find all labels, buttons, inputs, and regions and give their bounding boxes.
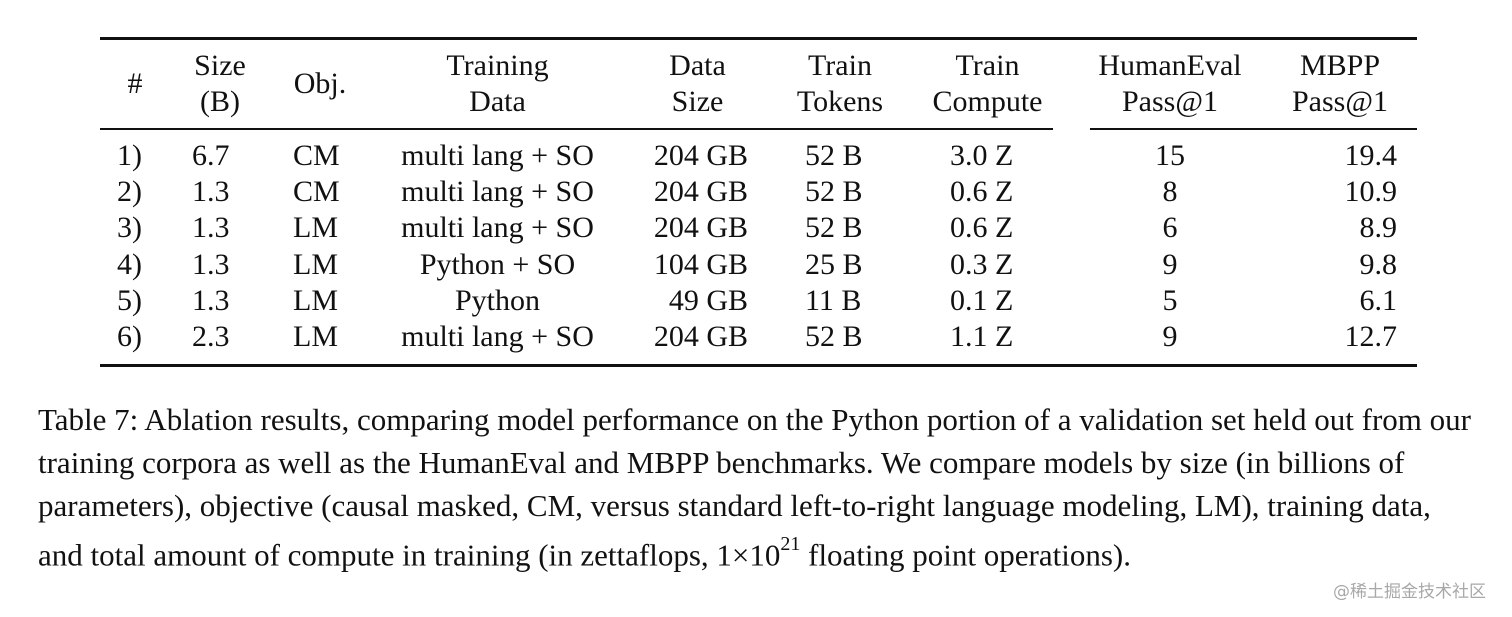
cell-mbpp-pass1: 8.9 bbox=[1359, 211, 1398, 245]
cell-data-size: 204 GB bbox=[653, 320, 748, 353]
cell-training-data: Python bbox=[454, 283, 541, 317]
header-train-compute-line2: Compute bbox=[932, 85, 1043, 118]
header-train-compute: Train Compute bbox=[925, 48, 1050, 120]
top-rule bbox=[100, 37, 1417, 40]
header-train-tokens-line1: Train bbox=[808, 49, 872, 82]
cell-objective: CM bbox=[293, 139, 340, 172]
header-train-tokens-line2: Tokens bbox=[796, 85, 884, 118]
header-train-compute-line1: Train bbox=[955, 49, 1020, 82]
cell-train-compute: 0.6 Z bbox=[950, 175, 1014, 209]
header-size-line1: Size bbox=[194, 49, 246, 82]
header-humaneval-line1: HumanEval bbox=[1098, 49, 1242, 82]
cell-row-index: 2) bbox=[117, 175, 142, 209]
cell-train-tokens: 52 B bbox=[805, 211, 863, 245]
cell-train-tokens: 52 B bbox=[805, 139, 863, 172]
header-rule-left bbox=[100, 128, 1053, 130]
cell-objective: LM bbox=[293, 247, 338, 281]
cell-size: 1.3 bbox=[192, 283, 230, 317]
cell-humaneval-pass1: 9 bbox=[1162, 247, 1178, 281]
cell-mbpp-pass1: 10.9 bbox=[1344, 175, 1398, 209]
header-humaneval-line2: Pass@1 bbox=[1122, 85, 1218, 118]
cell-train-tokens: 11 B bbox=[805, 283, 862, 317]
cell-row-index: 4) bbox=[117, 247, 142, 281]
header-mbpp-line2: Pass@1 bbox=[1292, 85, 1388, 118]
cell-train-tokens: 52 B bbox=[805, 320, 863, 353]
cell-humaneval-pass1: 6 bbox=[1162, 211, 1178, 245]
cell-train-tokens: 25 B bbox=[805, 247, 863, 281]
caption-text: Table 7: Ablation results, comparing mod… bbox=[38, 402, 1471, 573]
cell-size: 2.3 bbox=[192, 320, 230, 353]
bottom-rule bbox=[100, 364, 1417, 367]
cell-train-compute: 0.6 Z bbox=[950, 211, 1014, 245]
cell-size: 1.3 bbox=[192, 175, 230, 209]
header-training-data-line1: Training bbox=[446, 49, 549, 82]
cell-row-index: 3) bbox=[117, 211, 142, 245]
cell-humaneval-pass1: 8 bbox=[1162, 175, 1178, 209]
cell-data-size: 49 GB bbox=[668, 283, 748, 317]
caption-tail: floating point operations). bbox=[800, 537, 1131, 573]
cell-mbpp-pass1: 9.8 bbox=[1359, 247, 1398, 281]
cell-data-size: 204 GB bbox=[653, 139, 748, 172]
cell-mbpp-pass1: 19.4 bbox=[1344, 139, 1398, 172]
cell-humaneval-pass1: 9 bbox=[1162, 320, 1178, 353]
cell-row-index: 6) bbox=[117, 320, 142, 353]
header-train-tokens: Train Tokens bbox=[790, 48, 890, 120]
cell-objective: LM bbox=[293, 283, 338, 317]
header-data-size-line2: Size bbox=[671, 85, 724, 118]
header-size-line2: (B) bbox=[200, 85, 240, 118]
cell-train-compute: 0.1 Z bbox=[950, 283, 1014, 317]
header-mbpp: MBPP Pass@1 bbox=[1280, 48, 1400, 120]
header-data-size: Data Size bbox=[645, 48, 750, 120]
cell-size: 1.3 bbox=[192, 211, 230, 245]
header-size: Size (B) bbox=[180, 48, 260, 120]
cell-data-size: 204 GB bbox=[653, 211, 748, 245]
cell-humaneval-pass1: 15 bbox=[1155, 139, 1185, 172]
cell-training-data: multi lang + SO bbox=[401, 211, 594, 245]
header-training-data: Training Data bbox=[390, 48, 605, 120]
header-mbpp-line1: MBPP bbox=[1299, 49, 1381, 82]
header-rule-right bbox=[1090, 128, 1417, 130]
cell-train-compute: 1.1 Z bbox=[950, 320, 1014, 353]
cell-mbpp-pass1: 12.7 bbox=[1344, 320, 1398, 353]
cell-objective: LM bbox=[293, 320, 338, 353]
cell-training-data: multi lang + SO bbox=[401, 320, 594, 353]
watermark: @稀土掘金技术社区 bbox=[1333, 582, 1486, 602]
cell-size: 6.7 bbox=[192, 139, 230, 172]
caption-superscript: 21 bbox=[780, 533, 801, 555]
cell-data-size: 204 GB bbox=[653, 175, 748, 209]
header-humaneval: HumanEval Pass@1 bbox=[1090, 48, 1250, 120]
cell-humaneval-pass1: 5 bbox=[1162, 283, 1178, 317]
cell-training-data: multi lang + SO bbox=[401, 139, 594, 172]
cell-train-compute: 3.0 Z bbox=[950, 139, 1014, 172]
cell-train-tokens: 52 B bbox=[805, 175, 863, 209]
cell-size: 1.3 bbox=[192, 247, 230, 281]
cell-training-data: Python + SO bbox=[419, 247, 576, 281]
cell-objective: CM bbox=[293, 175, 340, 209]
header-data-size-line1: Data bbox=[669, 49, 726, 82]
cell-train-compute: 0.3 Z bbox=[950, 247, 1014, 281]
header-index: # bbox=[127, 67, 143, 100]
cell-row-index: 1) bbox=[117, 139, 142, 172]
cell-row-index: 5) bbox=[117, 283, 142, 317]
table-caption: Table 7: Ablation results, comparing mod… bbox=[38, 398, 1478, 576]
header-training-data-line2: Data bbox=[469, 85, 526, 118]
cell-mbpp-pass1: 6.1 bbox=[1359, 283, 1398, 317]
header-obj: Obj. bbox=[293, 67, 347, 100]
cell-objective: LM bbox=[293, 211, 338, 245]
cell-training-data: multi lang + SO bbox=[401, 175, 594, 209]
cell-data-size: 104 GB bbox=[653, 247, 748, 281]
